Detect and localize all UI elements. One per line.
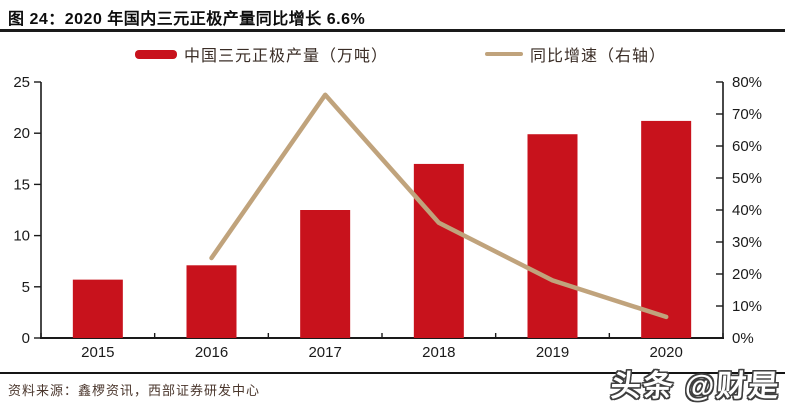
growth-rate-line: [209, 92, 669, 320]
legend-item-production: 中国三元正极产量（万吨）: [135, 44, 389, 65]
right-axis-label: 60%: [732, 138, 762, 155]
left-axis-label: 10: [13, 228, 30, 245]
x-axis-label-2017: 2017: [308, 344, 341, 361]
right-axis-label: 30%: [732, 234, 762, 251]
left-axis-label: 25: [13, 74, 30, 91]
bar-2017: [300, 210, 351, 338]
left-axis-label: 5: [22, 279, 30, 296]
watermark: 头条 @财是: [610, 370, 782, 403]
right-axis-label: 80%: [732, 74, 762, 91]
left-axis-label: 15: [13, 176, 30, 193]
source-note: 资料来源：鑫椤资讯，西部证券研发中心: [8, 384, 261, 399]
bar-2018: [413, 163, 464, 338]
right-axis-label: 0%: [732, 330, 754, 347]
x-axis-label-2016: 2016: [195, 344, 228, 361]
right-axis-label: 40%: [732, 202, 762, 219]
page-title: 图 24：2020 年国内三元正极产量同比增长 6.6%: [8, 11, 366, 28]
x-axis-label-2018: 2018: [422, 344, 455, 361]
right-axis-label: 70%: [732, 106, 762, 123]
production-growth-chart: 0 5 10 15 20 25 0% 10% 20% 30% 40% 50% 60% 70% 80% 2015…: [13, 74, 762, 361]
legend-label-growth: 同比增速（右轴）: [530, 46, 667, 65]
x-axis-label-2015: 2015: [81, 344, 114, 361]
bar-legend-swatch: [135, 49, 177, 59]
legend-label-production: 中国三元正极产量（万吨）: [184, 46, 389, 65]
left-axis-label: 20: [13, 125, 30, 142]
title-divider: [0, 29, 785, 32]
right-axis-label: 50%: [732, 170, 762, 187]
x-axis-label-2020: 2020: [649, 344, 682, 361]
line-legend-swatch: [485, 52, 523, 56]
bar-2015: [72, 279, 123, 338]
right-axis-label: 10%: [732, 298, 762, 315]
bar-2020: [641, 120, 692, 338]
bar-2019: [527, 134, 578, 338]
left-axis-label: 0: [22, 330, 30, 347]
x-axis-label-2019: 2019: [536, 344, 569, 361]
bar-2016: [186, 265, 237, 338]
legend-item-growth: 同比增速（右轴）: [485, 44, 667, 65]
right-axis-label: 20%: [732, 266, 762, 283]
footer-divider: [0, 372, 785, 374]
